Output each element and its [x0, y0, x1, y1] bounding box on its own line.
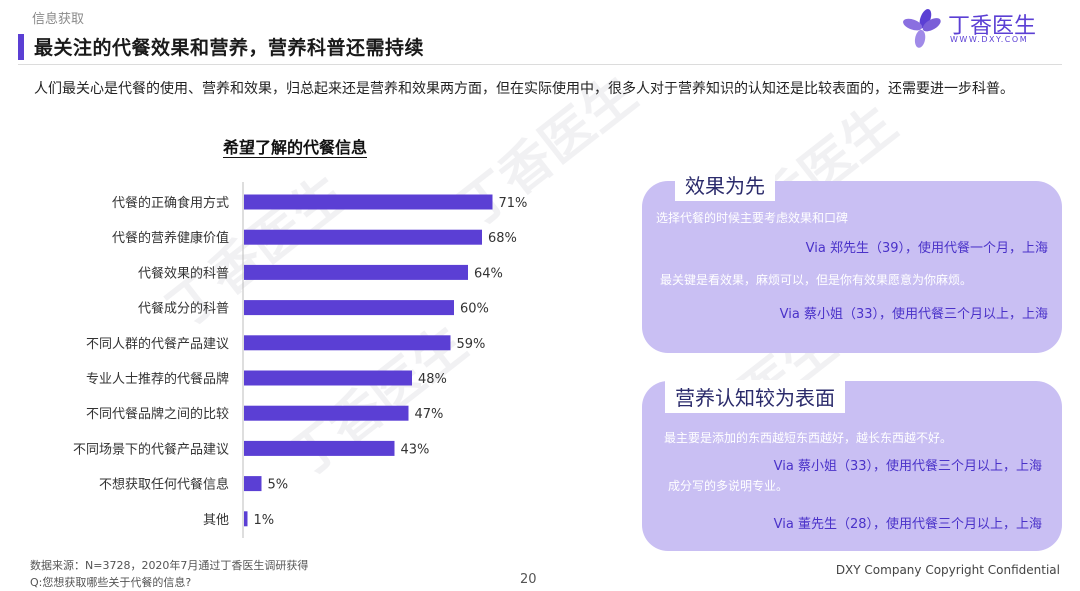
bar	[244, 194, 493, 210]
value-label: 43%	[401, 442, 430, 457]
category-label: 代餐成分的科普	[138, 301, 229, 317]
intro-text: 人们最关心是代餐的使用、营养和效果，归总起来还是营养和效果两方面，但在实际使用中…	[34, 81, 1014, 97]
flower-logo-icon	[903, 9, 941, 48]
chart-title: 希望了解的代餐信息	[222, 138, 367, 157]
value-label: 59%	[457, 337, 486, 352]
quote-text: 最主要是添加的东西越短东西越好，越长东西越不好。	[664, 431, 953, 445]
category-label: 代餐的正确食用方式	[112, 195, 229, 211]
category-label: 其他	[203, 513, 229, 528]
card-heading: 效果为先	[675, 168, 775, 201]
quote-via: Via 蔡小姐（33），使用代餐三个月以上，上海	[773, 459, 1042, 474]
card-heading: 营养认知较为表面	[665, 380, 845, 413]
value-label: 5%	[268, 478, 289, 493]
bar	[244, 476, 262, 492]
value-label: 68%	[488, 231, 517, 246]
bar	[244, 335, 451, 351]
data-source-note: 数据来源：N=3728，2020年7月通过丁香医生调研获得	[30, 559, 309, 572]
category-label: 不想获取任何代餐信息	[99, 477, 229, 493]
category-label: 不同场景下的代餐产品建议	[73, 441, 229, 457]
page-number: 20	[520, 572, 537, 587]
bar	[244, 300, 454, 316]
category-label: 不同代餐品牌之间的比较	[86, 406, 229, 422]
quote-via: Via 蔡小姐（33），使用代餐三个月以上，上海	[779, 307, 1048, 322]
quote-card-effect: 选择代餐的时候主要考虑效果和口碑 Via 郑先生（39），使用代餐一个月，上海 …	[642, 181, 1062, 353]
value-label: 71%	[499, 196, 528, 211]
quote-text: 最关键是看效果，麻烦可以，但是你有效果愿意为你麻烦。	[660, 273, 973, 287]
title-accent-bar	[18, 34, 24, 60]
logo: 丁香医生 WWW.DXY.COM	[900, 6, 1050, 50]
value-label: 48%	[418, 372, 447, 387]
quote-text: 成分写的多说明专业。	[668, 479, 789, 493]
bar-chart: 代餐的正确食用方式 71% 代餐的营养健康价值 68% 代餐效果的科普 64% 代餐成分的科…	[73, 182, 528, 538]
quote-text: 选择代餐的时候主要考虑效果和口碑	[656, 211, 849, 225]
section-tag: 信息获取	[32, 12, 85, 27]
value-label: 60%	[460, 302, 489, 317]
logo-url: WWW.DXY.COM	[950, 35, 1029, 44]
value-label: 47%	[415, 407, 444, 422]
survey-question-note: Q:您想获取哪些关于代餐的信息?	[30, 576, 192, 589]
category-label: 专业人士推荐的代餐品牌	[86, 371, 229, 387]
quote-via: Via 董先生（28），使用代餐三个月以上，上海	[773, 517, 1042, 532]
category-label: 代餐效果的科普	[138, 265, 229, 281]
quote-via: Via 郑先生（39），使用代餐一个月，上海	[805, 241, 1048, 256]
bar	[244, 264, 468, 280]
bar	[244, 511, 248, 527]
copyright: DXY Company Copyright Confidential	[835, 563, 1060, 577]
header-divider	[18, 64, 1062, 65]
page-title: 最关注的代餐效果和营养，营养科普还需持续	[34, 37, 425, 59]
category-label: 不同人群的代餐产品建议	[86, 336, 229, 352]
bar	[244, 370, 412, 386]
value-label: 64%	[474, 266, 503, 281]
logo-name: 丁香医生	[948, 14, 1037, 39]
bar	[244, 405, 409, 421]
category-label: 代餐的营养健康价值	[112, 230, 229, 246]
bar	[244, 440, 395, 456]
bar	[244, 229, 482, 245]
value-label: 1%	[254, 513, 275, 528]
